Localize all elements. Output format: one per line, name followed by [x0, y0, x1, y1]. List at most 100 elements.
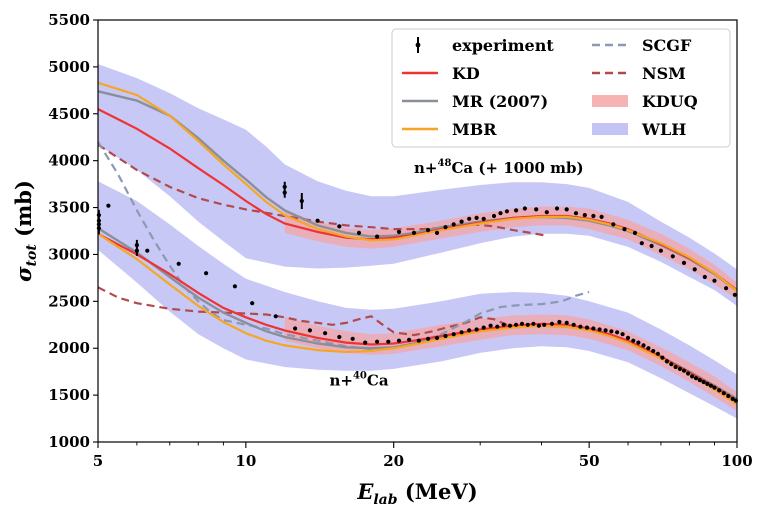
experiment-point-n40ca-50 — [620, 332, 625, 337]
experiment-point-n40ca-12 — [323, 331, 328, 336]
experiment-point-n40ca-22 — [434, 335, 440, 340]
experiment-point-n40ca-48 — [609, 329, 614, 334]
experiment-point-n40ca-27 — [474, 327, 479, 332]
y-tick-label-4500: 4500 — [48, 105, 90, 123]
experiment-point-n40ca-18 — [396, 338, 402, 343]
plot-frame — [97, 19, 738, 443]
experiment-point-n48ca-17 — [467, 216, 472, 221]
experiment-point-n40ca-23 — [443, 333, 448, 339]
annotation-1: n+40Ca — [329, 371, 388, 390]
y-tick-label-5500: 5500 — [48, 11, 90, 29]
experiment-point-n40ca-33 — [514, 322, 519, 327]
experiment-point-n40ca-11 — [307, 328, 312, 333]
experiment-point-n48ca-15 — [451, 222, 456, 227]
experiment-point-n40ca-39 — [549, 321, 555, 326]
experiment-point-n40ca-13 — [337, 334, 342, 340]
experiment-point-n40ca-36 — [531, 321, 536, 326]
experiment-point-n40ca-55 — [646, 346, 651, 351]
experiment-point-n40ca-20 — [416, 338, 421, 343]
y-tick-label-5000: 5000 — [48, 58, 90, 76]
experiment-point-n40ca-47 — [603, 328, 608, 333]
legend-swatch-wlh — [592, 123, 628, 135]
experiment-point-n40ca-69 — [705, 381, 710, 386]
legend-label-mr-2007: MR (2007) — [452, 92, 548, 111]
y-tick-label-2000: 2000 — [48, 339, 90, 357]
experiment-point-n48ca-16 — [459, 219, 464, 224]
experiment-point-n48ca-45 — [732, 292, 738, 297]
legend: experiment KD MR (2007) MBR SCGF NSM KDUQ WLH — [391, 28, 731, 148]
legend-label-nsm: NSM — [642, 64, 686, 83]
experiment-point-n48ca-26 — [544, 210, 549, 215]
x-tick-label-20: 20 — [383, 452, 404, 470]
scgf-curve-n40ca — [97, 141, 590, 351]
experiment-point-n40ca-37 — [536, 323, 542, 328]
experiment-point-n48ca-34 — [622, 227, 627, 232]
mbr-curve-n40ca — [97, 232, 738, 406]
experiment-point-n48ca-23 — [514, 208, 519, 213]
y-axis-title: σtot (mb) — [11, 180, 40, 282]
experiment-point-n40ca-73 — [721, 391, 726, 396]
experiment-point-n48ca-24 — [522, 206, 528, 211]
experiment-point-n40ca-17 — [386, 339, 391, 344]
experiment-point-n48ca-36 — [639, 241, 644, 246]
y-tick-label-3000: 3000 — [48, 245, 90, 263]
experiment-point-n40ca-61 — [673, 364, 678, 370]
experiment-point-n40ca-53 — [636, 340, 641, 345]
legend-swatch-kduq — [592, 95, 628, 107]
experiment-point-n40ca-67 — [697, 378, 702, 383]
legend-box — [391, 28, 731, 148]
experiment-point-n40ca-32 — [507, 323, 513, 328]
experiment-point-n48ca-32 — [599, 214, 604, 219]
experiment-point-n48ca-12 — [426, 228, 431, 233]
experiment-point-n40ca-40 — [557, 319, 562, 325]
axis-titles: Elab (MeV) σtot (mb) — [11, 180, 478, 508]
experiment-point-n40ca-34 — [519, 321, 525, 326]
experiment-point-n40ca-26 — [467, 328, 472, 333]
experiment-point-n40ca-72 — [717, 388, 722, 393]
experiment-point-n48ca-7 — [337, 224, 342, 229]
experiment-point-n40ca-14 — [350, 336, 355, 341]
y-tick-label-1500: 1500 — [48, 386, 90, 404]
experiment-point-n40ca-60 — [669, 362, 674, 367]
experiment-point-n40ca-57 — [655, 351, 661, 356]
experiment-point-n40ca-49 — [615, 330, 620, 335]
experiment-point-n48ca-11 — [411, 230, 417, 235]
wlh-band-n48ca — [98, 64, 737, 306]
experiment-point-n40ca-30 — [495, 324, 500, 329]
experiment-point-n40ca-64 — [686, 371, 691, 376]
experiment-point-n40ca-24 — [451, 332, 456, 337]
experiment-point-n48ca-18 — [474, 215, 479, 220]
experiment-point-n40ca-62 — [677, 366, 683, 371]
legend-label-kd: KD — [452, 64, 480, 83]
experiment-point-n40ca-9 — [273, 314, 278, 319]
experiment-point-n48ca-44 — [724, 286, 729, 291]
experiment-point-n40ca-46 — [597, 327, 602, 332]
experiment-point-n48ca-33 — [611, 222, 616, 227]
experiment-point-n40ca-75 — [730, 396, 735, 401]
experiment-point-n40ca-29 — [488, 323, 493, 328]
experiment-point-n48ca-19 — [481, 216, 486, 221]
experiment-point-n40ca-66 — [693, 376, 699, 381]
x-tick-label-10: 10 — [235, 452, 256, 470]
experiment-point-n48ca-29 — [573, 211, 579, 216]
experiment-point-n40ca-68 — [701, 379, 706, 385]
experiment-point-n48ca-39 — [670, 254, 675, 259]
experiment-point-n48ca-14 — [443, 225, 448, 230]
experiment-point-n40ca-7 — [232, 284, 237, 289]
experiment-point-n40ca-51 — [625, 335, 631, 340]
legend-label-mbr: MBR — [452, 120, 497, 139]
experiment-point-n48ca-25 — [534, 207, 539, 212]
experiment-point-n40ca-70 — [708, 383, 714, 388]
experiment-points — [96, 181, 739, 403]
y-tick-label-2500: 2500 — [48, 292, 90, 310]
experiment-point-n48ca-20 — [491, 213, 497, 219]
experiment-point-n48ca-31 — [591, 213, 596, 219]
experiment-point-n48ca-41 — [692, 267, 697, 272]
experiment-point-n48ca-30 — [582, 213, 587, 218]
legend-label-experiment: experiment — [452, 36, 554, 55]
x-tick-label-5: 5 — [93, 452, 103, 470]
experiment-point-n48ca-2 — [106, 203, 111, 208]
experiment-point-n40ca-16 — [375, 339, 380, 344]
nsm-curve-n48ca — [97, 143, 547, 237]
